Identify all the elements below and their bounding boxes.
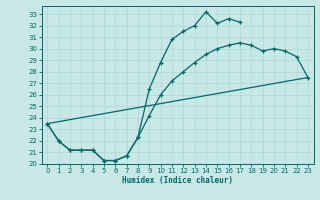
X-axis label: Humidex (Indice chaleur): Humidex (Indice chaleur)	[122, 176, 233, 185]
